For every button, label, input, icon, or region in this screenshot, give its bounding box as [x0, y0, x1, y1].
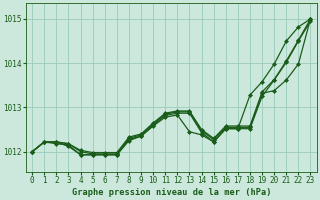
X-axis label: Graphe pression niveau de la mer (hPa): Graphe pression niveau de la mer (hPa)	[72, 188, 271, 197]
